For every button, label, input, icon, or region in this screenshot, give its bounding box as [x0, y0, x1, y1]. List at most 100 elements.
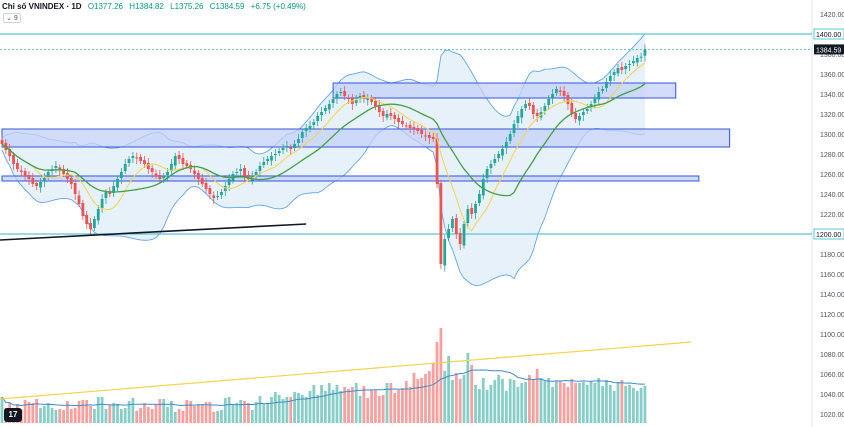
badge-count: 9: [13, 15, 18, 22]
candle-body: [412, 127, 416, 129]
volume-bar: [385, 383, 389, 423]
candle-body: [270, 156, 273, 161]
volume-bar: [170, 401, 173, 423]
volume-bar: [389, 383, 393, 423]
y-tick-label: 1360.00: [820, 72, 844, 79]
candle-body: [104, 192, 108, 198]
volume-bar: [297, 393, 300, 423]
trendline-volume: [0, 341, 692, 400]
volume-bar: [0, 397, 4, 423]
volume-bar: [208, 402, 212, 423]
bollinger-lower-band: [1, 125, 646, 286]
volume-bar: [166, 407, 169, 423]
candle-body: [23, 171, 27, 176]
candle-body: [243, 168, 246, 176]
y-tick-label: 1060.00: [820, 372, 844, 379]
indicator-count-badge[interactable]: ⌄ 9: [3, 13, 21, 23]
candle-body: [354, 100, 358, 103]
candle-body: [150, 168, 154, 172]
candle-body: [273, 154, 277, 155]
bollinger-upper-band: [1, 33, 646, 155]
volume-bar: [412, 373, 416, 423]
volume-bar: [470, 365, 474, 423]
candle-body: [16, 163, 19, 169]
volume-bar: [258, 396, 262, 423]
candle-body: [508, 134, 512, 141]
y-tick-label: 1180.00: [820, 252, 844, 259]
volume-bar: [281, 399, 285, 423]
candle-body: [66, 173, 69, 179]
candle-body: [497, 154, 501, 158]
candle-body: [435, 138, 439, 184]
y-tick-label: 1340.00: [820, 92, 844, 99]
candle-body: [12, 155, 15, 164]
volume-bar: [574, 383, 578, 423]
trendline-support: [0, 223, 307, 241]
candle-body: [558, 90, 562, 92]
volume-bar: [601, 386, 604, 423]
candle-body: [370, 98, 373, 102]
volume-bar: [531, 379, 535, 423]
volume-bar: [401, 388, 404, 423]
candle-body: [143, 160, 146, 164]
volume-bar: [293, 392, 296, 423]
candle-body: [574, 113, 578, 119]
volume-bar: [216, 411, 219, 423]
candle-body: [443, 239, 447, 266]
volume-bar: [81, 400, 85, 423]
candle-body: [358, 96, 362, 99]
candle-body: [216, 196, 219, 197]
candle-body: [551, 94, 554, 98]
volume-bar: [304, 397, 308, 423]
close-value: C1384.59: [209, 2, 245, 11]
volume-bar: [212, 412, 216, 423]
volume-bar: [312, 385, 316, 423]
candle-body: [601, 89, 604, 91]
volume-bar: [393, 393, 397, 423]
tradingview-logo-icon[interactable]: 17: [4, 408, 22, 422]
volume-bar: [454, 373, 458, 423]
volume-bar: [635, 391, 639, 423]
volume-bar: [462, 375, 466, 423]
candle-body: [146, 163, 150, 169]
candle-body: [316, 116, 320, 121]
y-tick-label: 1380.00: [820, 52, 844, 59]
volume-bar: [366, 398, 370, 423]
candle-body: [512, 124, 516, 133]
high-value: H1384.82: [129, 2, 164, 11]
candle-body: [19, 170, 23, 172]
y-tick-label: 1280.00: [820, 152, 844, 159]
volume-bar: [181, 411, 185, 423]
volume-bar: [96, 397, 100, 423]
volume-bar: [308, 391, 312, 423]
volume-bar: [204, 402, 208, 423]
volume-bar: [77, 401, 81, 423]
candle-body: [420, 130, 424, 134]
volume-bar: [589, 381, 593, 423]
candle-body: [166, 172, 169, 175]
volume-bar: [489, 385, 493, 423]
candle-body: [555, 89, 558, 93]
candle-body: [96, 209, 100, 221]
symbol-label[interactable]: Chỉ số VNINDEX · 1D: [2, 2, 82, 11]
volume-bar: [58, 409, 62, 423]
candle-body: [485, 169, 489, 178]
volume-bar: [327, 383, 331, 423]
y-tick-label: 1260.00: [820, 172, 844, 179]
candle-body: [54, 166, 58, 168]
volume-bar: [458, 379, 462, 423]
volume-bar: [119, 409, 123, 423]
volume-bar: [108, 405, 112, 423]
volume-bar: [231, 405, 235, 423]
volume-bar: [593, 383, 597, 423]
last-price-label: 1384.59: [816, 47, 841, 54]
volume-bar: [239, 400, 243, 423]
candle-body: [312, 122, 316, 125]
candle-body: [131, 156, 135, 158]
volume-bar: [270, 397, 273, 423]
candle-body: [62, 169, 65, 174]
level-label-box: [813, 28, 844, 40]
volume-bar: [528, 375, 531, 423]
